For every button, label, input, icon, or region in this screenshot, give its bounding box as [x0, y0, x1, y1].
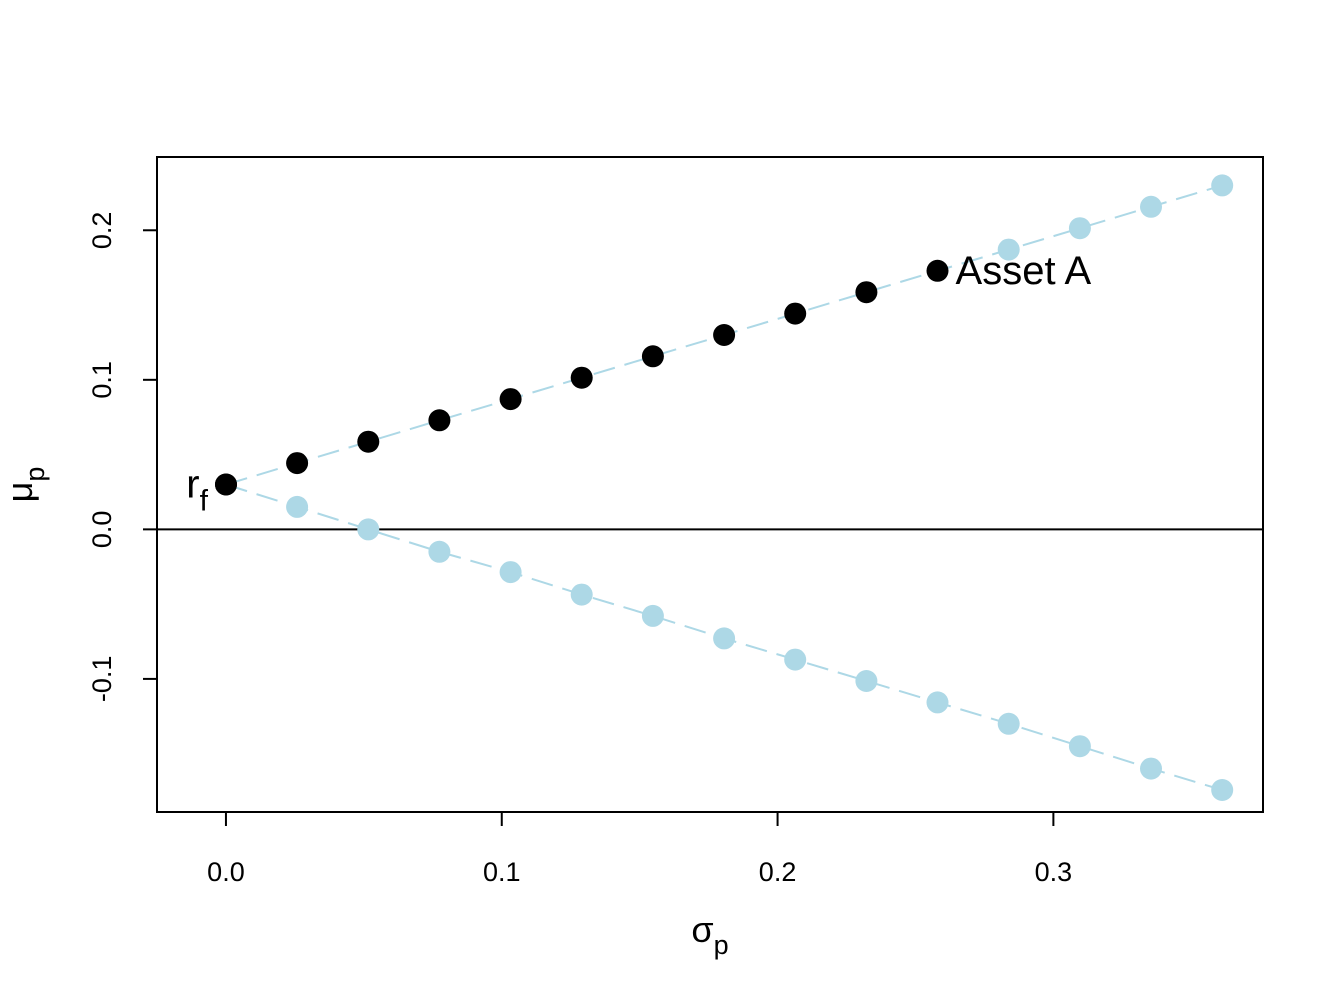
annotation-2: Asset A	[956, 249, 1092, 293]
data-point-s2-11	[926, 691, 949, 714]
data-point-s1-5	[499, 388, 522, 411]
data-point-s2-13	[1068, 735, 1091, 758]
data-point-s2-9	[784, 648, 807, 671]
data-point-s2-3	[357, 518, 380, 541]
plot-frame	[156, 156, 1264, 813]
x-axis-title: σp	[691, 909, 728, 960]
y-tick-label: 0.2	[87, 212, 117, 250]
data-point-s1-11	[926, 259, 949, 282]
data-point-s1-12	[997, 238, 1020, 261]
annotation-1: rf	[186, 463, 208, 518]
annotations: rf Asset A	[186, 249, 1091, 518]
y-tick-label: -0.1	[87, 656, 117, 703]
data-point-s1-10	[855, 281, 878, 304]
data-point-s2-15	[1211, 779, 1234, 801]
data-point-s2-12	[997, 712, 1020, 735]
data-point-s1-15	[1211, 174, 1234, 197]
y-axis-title-main: μ	[0, 482, 40, 503]
x-axis: 0.0 0.1 0.2 0.3	[207, 811, 1073, 887]
data-point-s2-4	[428, 540, 451, 563]
data-point-s2-14	[1140, 757, 1162, 780]
x-tick-label: 0.1	[483, 857, 521, 887]
y-axis-title: μp	[0, 467, 50, 503]
data-point-s1-3	[357, 430, 380, 453]
data-point-s2-2	[286, 495, 309, 518]
data-point-s1-8	[713, 324, 736, 346]
data-point-s1-14	[1140, 195, 1162, 218]
x-tick-label: 0.3	[1035, 857, 1073, 887]
data-point-s1-13	[1068, 217, 1091, 240]
data-point-s2-8	[713, 627, 736, 650]
y-axis-title-sub: p	[20, 467, 50, 482]
data-point-s2-5	[499, 561, 522, 584]
data-point-s2-7	[641, 604, 664, 627]
x-axis-title-main: σ	[691, 909, 713, 950]
data-point-s2-10	[855, 670, 878, 692]
data-point-s1-6	[570, 366, 593, 389]
x-tick-label: 0.0	[207, 857, 245, 887]
data-point-s2-1	[215, 473, 237, 496]
data-point-s1-4	[428, 409, 451, 432]
x-axis-title-sub: p	[714, 930, 729, 960]
data-point-s1-7	[641, 345, 664, 368]
y-tick-label: 0.0	[87, 511, 117, 549]
data-point-s2-6	[570, 583, 593, 606]
points-layer	[215, 174, 1234, 801]
y-axis: -0.1 0.0 0.1 0.2	[87, 212, 158, 703]
y-tick-label: 0.1	[87, 361, 117, 399]
data-point-s1-2	[286, 452, 309, 475]
x-tick-label: 0.2	[759, 857, 797, 887]
data-point-s1-9	[784, 302, 807, 325]
